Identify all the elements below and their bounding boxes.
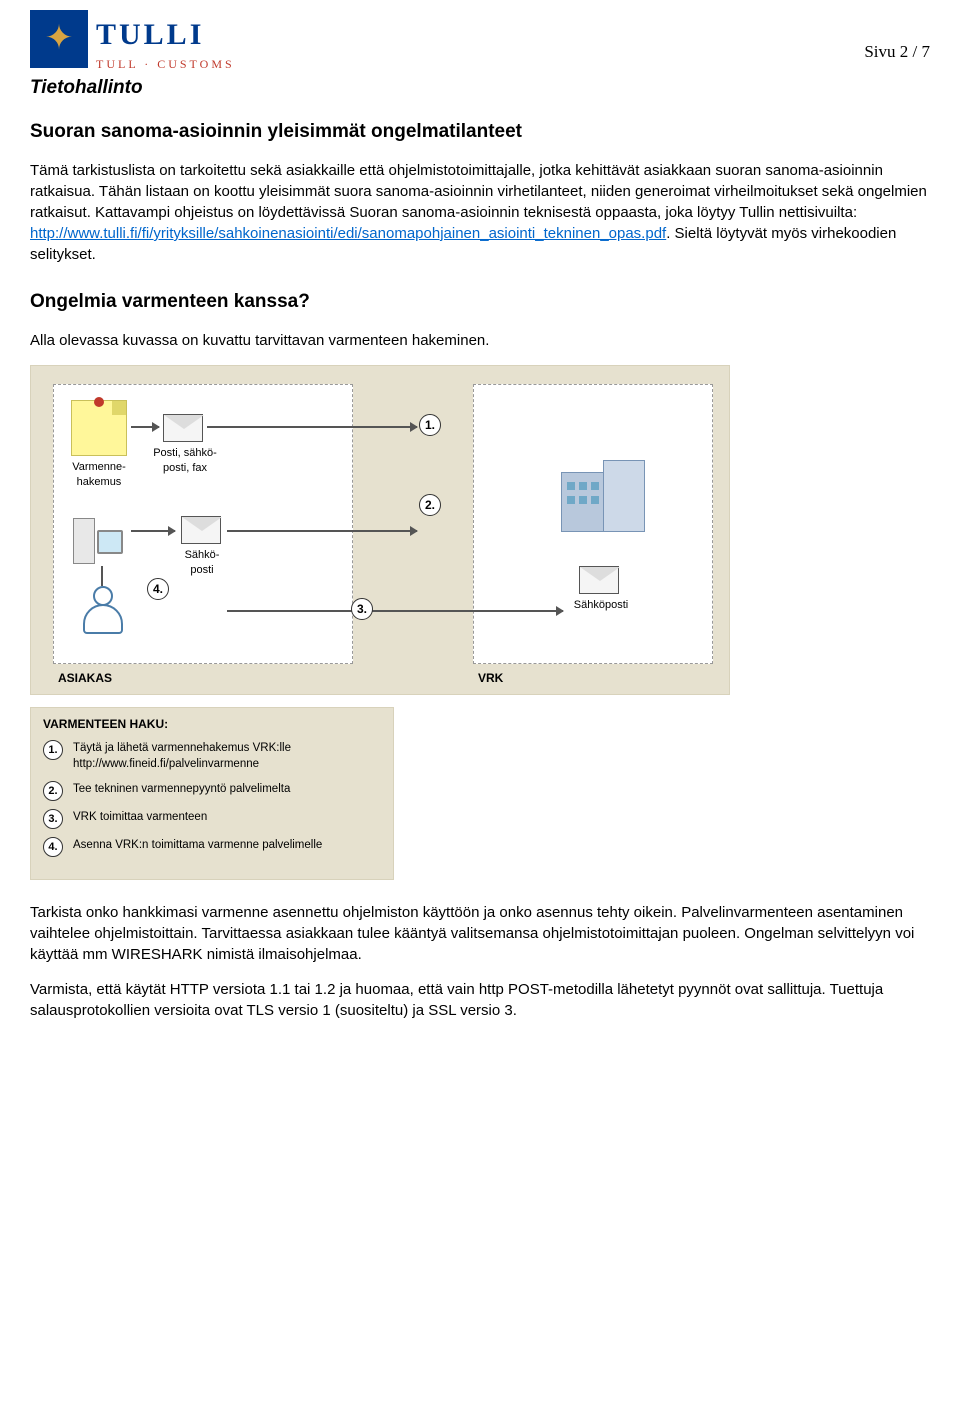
step-row: 3. VRK toimittaa varmenteen xyxy=(43,809,381,829)
asiakas-label: ASIAKAS xyxy=(58,670,112,687)
arrow-icon xyxy=(131,530,175,532)
person-icon xyxy=(81,586,125,638)
intro-text-a: Tämä tarkistuslista on tarkoitettu sekä … xyxy=(30,162,927,221)
arrow-icon xyxy=(227,610,563,612)
step-text: Asenna VRK:n toimittama varmenne palveli… xyxy=(73,837,322,853)
guide-link[interactable]: http://www.tulli.fi/fi/yrityksille/sahko… xyxy=(30,225,666,242)
body-p3: Tarkista onko hankkimasi varmenne asenne… xyxy=(30,902,930,965)
process-diagram: ASIAKAS VRK Varmenne- hakemus Posti, säh… xyxy=(30,365,730,695)
step-num: 4. xyxy=(43,837,63,857)
step-text: VRK toimittaa varmenteen xyxy=(73,809,207,825)
step-row: 4. Asenna VRK:n toimittama varmenne palv… xyxy=(43,837,381,857)
step-num: 3. xyxy=(43,809,63,829)
step-marker-1: 1. xyxy=(419,414,441,436)
department-name: Tietohallinto xyxy=(30,75,235,102)
logo-block: TULLI TULL · CUSTOMS xyxy=(30,10,235,73)
arrow-icon xyxy=(227,530,417,532)
intro-paragraph: Tämä tarkistuslista on tarkoitettu sekä … xyxy=(30,160,930,265)
logo-main-text: TULLI xyxy=(96,14,235,56)
step-row: 2. Tee tekninen varmennepyyntö palvelime… xyxy=(43,781,381,801)
note-label: Varmenne- hakemus xyxy=(63,460,135,491)
building-icon xyxy=(561,456,645,532)
envelope-icon-3 xyxy=(579,566,619,594)
step-marker-2: 2. xyxy=(419,494,441,516)
posti-label-2: Sähkö- posti xyxy=(173,548,231,579)
step-num: 2. xyxy=(43,781,63,801)
steps-title: VARMENTEEN HAKU: xyxy=(43,716,381,733)
step-num: 1. xyxy=(43,740,63,760)
logo-sub-text: TULL · CUSTOMS xyxy=(96,56,235,73)
page-number: Sivu 2 / 7 xyxy=(864,40,930,64)
arrow-icon xyxy=(207,426,417,428)
server-icon xyxy=(73,506,123,564)
step-marker-4: 4. xyxy=(147,578,169,600)
logo-text: TULLI TULL · CUSTOMS xyxy=(96,10,235,73)
envelope-icon-2 xyxy=(181,516,221,544)
page-header: TULLI TULL · CUSTOMS Tietohallinto Sivu … xyxy=(30,10,930,101)
body-p4: Varmista, että käytät HTTP versiota 1.1 … xyxy=(30,979,930,1021)
tulli-logo-icon xyxy=(30,10,88,68)
step-text: Täytä ja lähetä varmennehakemus VRK:lle … xyxy=(73,740,381,772)
vrk-label: VRK xyxy=(478,670,503,687)
posti-label-1: Posti, sähkö- posti, fax xyxy=(149,446,221,477)
subtitle: Ongelmia varmenteen kanssa? xyxy=(30,289,930,316)
steps-panel: VARMENTEEN HAKU: 1. Täytä ja lähetä varm… xyxy=(30,707,394,880)
intro-p2: Alla olevassa kuvassa on kuvattu tarvitt… xyxy=(30,330,930,351)
header-left: TULLI TULL · CUSTOMS Tietohallinto xyxy=(30,10,235,101)
step-marker-3: 3. xyxy=(351,598,373,620)
note-icon xyxy=(71,400,127,456)
posti-label-3: Sähköposti xyxy=(561,598,641,613)
arrow-icon xyxy=(131,426,159,428)
page-title: Suoran sanoma-asioinnin yleisimmät ongel… xyxy=(30,119,930,146)
step-text: Tee tekninen varmennepyyntö palvelimelta xyxy=(73,781,290,797)
arrow-icon xyxy=(101,566,103,586)
envelope-icon-1 xyxy=(163,414,203,442)
step-row: 1. Täytä ja lähetä varmennehakemus VRK:l… xyxy=(43,740,381,772)
